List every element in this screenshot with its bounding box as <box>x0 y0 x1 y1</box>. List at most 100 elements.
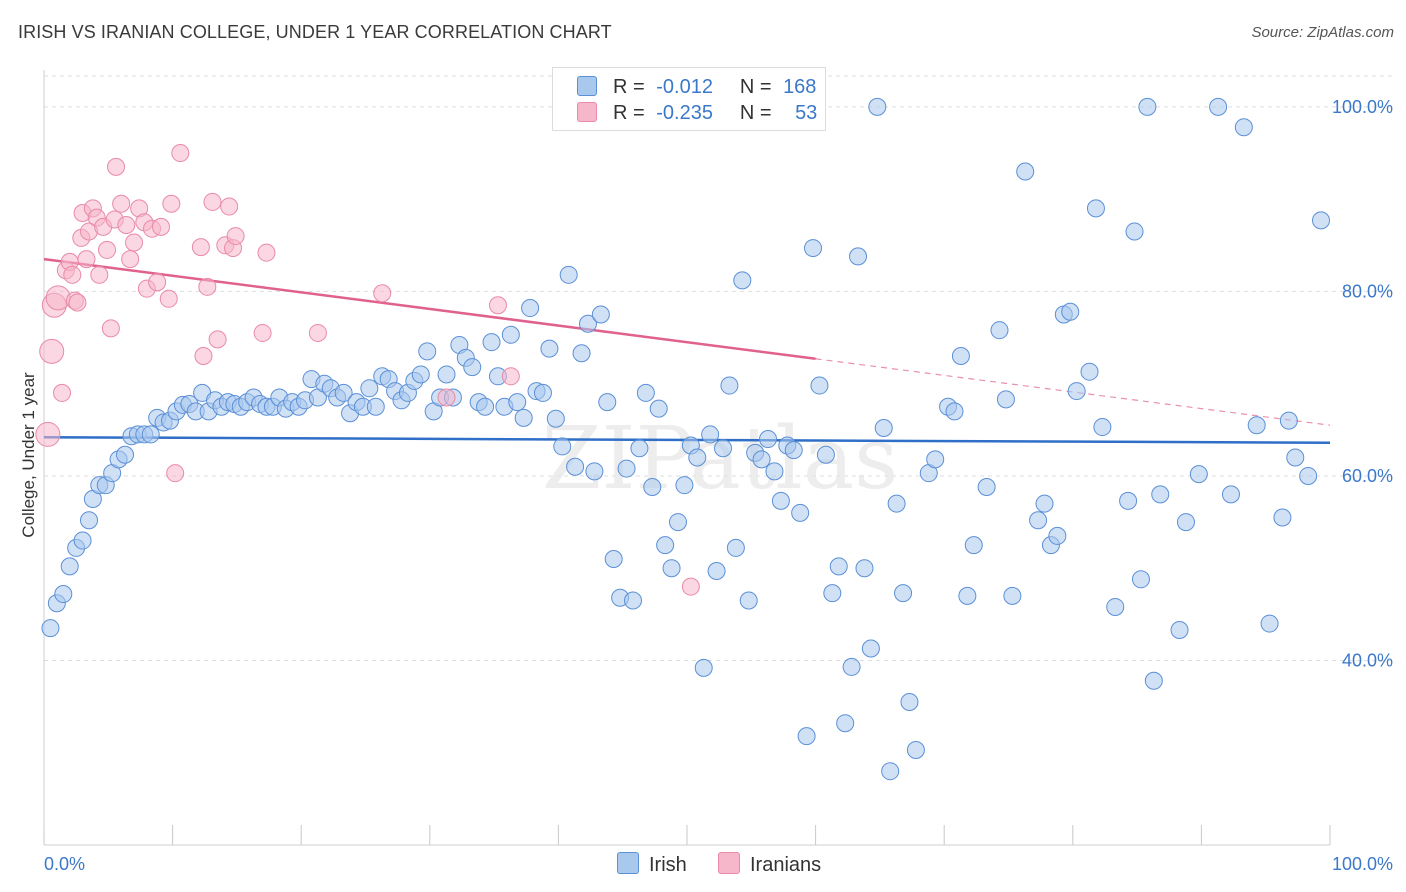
iranians-point <box>159 289 178 308</box>
irish-point <box>521 299 540 318</box>
irish-point <box>643 478 662 497</box>
irish-point <box>996 390 1015 409</box>
irish-point <box>1299 466 1318 485</box>
r-label: R = <box>613 76 645 98</box>
irish-point <box>874 418 893 437</box>
y-tick-label: 100.0% <box>1332 97 1393 117</box>
irish-point <box>816 445 835 464</box>
iranians-point <box>194 347 213 366</box>
y-tick-labels: 40.0% 60.0% 80.0% 100.0% <box>1332 97 1393 671</box>
iranians-point <box>148 273 167 292</box>
irish-point <box>894 584 913 603</box>
legend-row-irish: R = -0.012 N = 168 <box>577 76 816 99</box>
irish-point <box>836 714 855 733</box>
irish-point <box>887 494 906 513</box>
irish-point <box>662 559 681 578</box>
irish-point <box>559 265 578 284</box>
irish-point <box>765 462 784 481</box>
irish-point <box>804 239 823 258</box>
irish-point <box>116 445 135 464</box>
legend-item-iranians[interactable]: Iranians <box>718 852 821 877</box>
irish-point <box>1151 485 1170 504</box>
iranians-point <box>90 265 109 284</box>
iranians-point <box>39 338 65 364</box>
iranians-point <box>166 464 185 483</box>
iranians-r-value: -0.235 <box>656 102 713 124</box>
irish-point <box>1138 97 1157 116</box>
irish-point <box>1221 485 1240 504</box>
irish-point <box>1247 416 1266 435</box>
iranians-point <box>117 216 136 234</box>
irish-point <box>656 536 675 555</box>
iranians-point <box>191 238 210 257</box>
irish-point <box>501 325 520 344</box>
chart-title: IRISH VS IRANIAN COLLEGE, UNDER 1 YEAR C… <box>18 22 612 42</box>
legend-label-iranians: Iranians <box>750 854 822 876</box>
irish-point <box>1311 211 1330 230</box>
irish-point <box>855 559 874 578</box>
iranians-point <box>501 367 520 386</box>
irish-point <box>508 393 527 412</box>
irish-point <box>463 358 482 377</box>
y-tick-label: 60.0% <box>1342 466 1393 486</box>
irish-point <box>759 430 778 449</box>
irish-point <box>771 491 790 510</box>
irish-point <box>41 619 60 638</box>
irish-point <box>418 342 437 361</box>
iranians-point <box>125 233 144 252</box>
irish-point <box>60 557 79 576</box>
irish-point <box>366 397 385 416</box>
iranians-point <box>77 250 96 269</box>
irish-point <box>707 561 726 580</box>
iranians-point <box>152 217 171 236</box>
irish-point <box>1144 671 1163 690</box>
irish-swatch <box>577 76 597 96</box>
legend-item-irish[interactable]: Irish <box>617 852 687 877</box>
irish-point <box>1125 222 1144 241</box>
legend-label-irish: Irish <box>649 854 687 876</box>
irish-point <box>572 344 591 363</box>
irish-point <box>553 437 572 456</box>
irish-point <box>1003 586 1022 605</box>
irish-point <box>1035 494 1054 513</box>
iranians-point <box>437 388 456 407</box>
irish-point <box>842 657 861 676</box>
irish-point <box>694 658 713 677</box>
irish-point <box>636 383 655 402</box>
iranians-n-value: 53 <box>795 102 818 124</box>
iranians-point <box>681 577 700 596</box>
irish-point <box>1260 614 1279 633</box>
irish-r-value: -0.012 <box>656 76 713 98</box>
irish-point <box>334 383 353 402</box>
iranians-point <box>373 284 392 303</box>
irish-point <box>482 333 501 352</box>
irish-point <box>1189 465 1208 484</box>
irish-point <box>1209 97 1228 116</box>
iranians-point <box>488 296 507 315</box>
irish-point <box>1029 511 1048 530</box>
irish-point <box>823 584 842 603</box>
irish-point <box>360 379 379 398</box>
irish-point <box>630 439 649 458</box>
irish-point <box>591 305 610 324</box>
irish-point <box>1093 418 1112 437</box>
iranians-point <box>121 250 140 269</box>
irish-n-value: 168 <box>783 76 817 98</box>
irish-point <box>578 314 597 333</box>
irish-point <box>141 425 160 444</box>
iranians-trend-line-extension <box>815 358 1331 426</box>
irish-swatch <box>617 852 639 874</box>
iranians-point <box>226 227 245 246</box>
iranians-point <box>162 194 181 213</box>
iranians-point <box>101 319 120 338</box>
irish-point <box>1080 362 1099 381</box>
irish-point <box>476 397 495 416</box>
irish-point <box>80 511 99 530</box>
iranians-point <box>253 323 272 342</box>
irish-point <box>623 591 642 610</box>
irish-point <box>990 321 1009 340</box>
irish-point <box>617 459 636 478</box>
iranians-point <box>53 383 72 402</box>
irish-point <box>514 408 533 427</box>
